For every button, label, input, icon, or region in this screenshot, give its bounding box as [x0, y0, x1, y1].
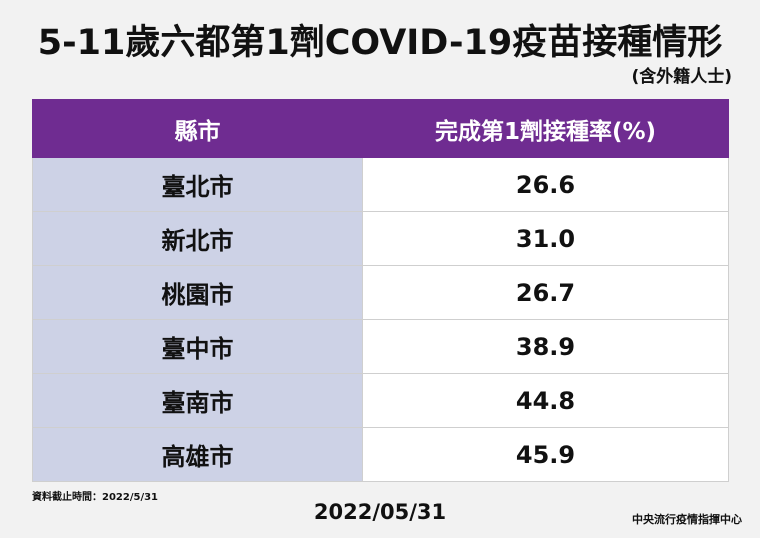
table-row: 臺北市 26.6	[32, 157, 729, 212]
rate-cell: 38.9	[362, 319, 729, 374]
city-cell: 高雄市	[32, 427, 363, 482]
vaccination-table: 縣市 完成第1劑接種率(%) 臺北市 26.6 新北市 31.0 桃園市 26.…	[32, 99, 729, 482]
city-cell: 新北市	[32, 211, 363, 266]
column-header-city: 縣市	[32, 99, 363, 158]
page-title: 5-11歲六都第1劑COVID-19疫苗接種情形	[37, 23, 723, 63]
page-subtitle: (含外籍人士)	[631, 67, 732, 87]
rate-cell: 26.7	[362, 265, 729, 320]
rate-cell: 44.8	[362, 373, 729, 428]
rate-cell: 45.9	[362, 427, 729, 482]
rate-cell: 31.0	[362, 211, 729, 266]
table-row: 桃園市 26.7	[32, 265, 729, 320]
publish-date: 2022/05/31	[313, 500, 447, 524]
data-cutoff-note: 資料截止時間：2022/5/31	[32, 492, 159, 503]
city-cell: 臺中市	[32, 319, 363, 374]
city-cell: 臺南市	[32, 373, 363, 428]
city-cell: 桃園市	[32, 265, 363, 320]
organization-name: 中央流行疫情指揮中心	[632, 513, 742, 526]
rate-cell: 26.6	[362, 157, 729, 212]
city-cell: 臺北市	[32, 157, 363, 212]
table-row: 新北市 31.0	[32, 211, 729, 266]
table-row: 臺中市 38.9	[32, 319, 729, 374]
table-row: 臺南市 44.8	[32, 373, 729, 428]
column-header-rate: 完成第1劑接種率(%)	[362, 99, 729, 158]
table-header-row: 縣市 完成第1劑接種率(%)	[32, 99, 729, 158]
table-row: 高雄市 45.9	[32, 427, 729, 482]
